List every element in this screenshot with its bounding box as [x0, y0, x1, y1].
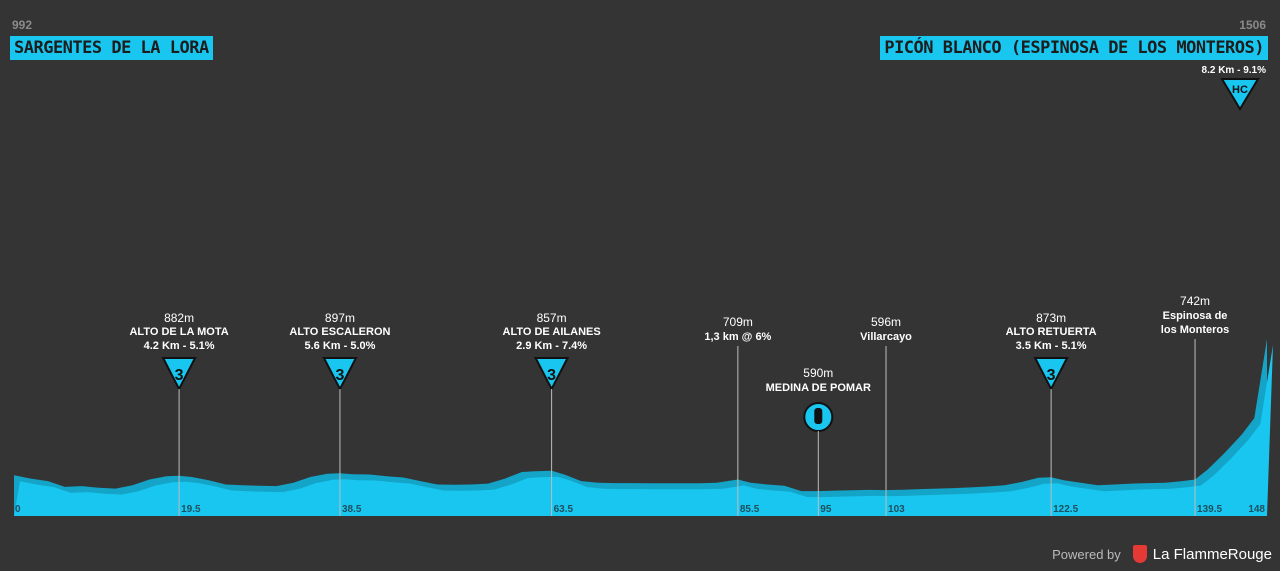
marker-elevation: 590m	[803, 366, 833, 380]
marker-name: ALTO RETUERTA	[1006, 326, 1097, 338]
powered-by-label: Powered by	[1052, 546, 1121, 562]
flamme-rouge-logo-icon	[1132, 545, 1147, 563]
marker-elevation: 882m	[164, 311, 194, 325]
category-badge	[322, 357, 358, 392]
marker-detail: 5.6 Km - 5.0%	[304, 340, 375, 352]
marker-name: 1,3 km @ 6%	[704, 331, 771, 343]
category-number: 3	[1047, 367, 1056, 384]
marker-detail: 4.2 Km - 5.1%	[144, 340, 215, 352]
marker-name: Espinosa de	[1163, 310, 1228, 322]
marker-elevation: 742m	[1180, 294, 1210, 308]
km-tick-label: 139.5	[1197, 504, 1222, 515]
footer-branding: Powered by La FlammeRouge	[1052, 545, 1272, 563]
category-number: 3	[547, 367, 556, 384]
finish-location-label: PICÓN BLANCO (ESPINOSA DE LOS MONTEROS)	[880, 36, 1268, 60]
marker-elevation: 596m	[871, 315, 901, 329]
km-tick-label: 38.5	[342, 504, 362, 515]
hc-category-text: HC	[1232, 84, 1248, 96]
km-tick-label: 95	[820, 504, 832, 515]
marker-name: ALTO DE LA MOTA	[129, 326, 228, 338]
category-badge	[533, 357, 570, 392]
marker-name: Villarcayo	[860, 331, 912, 343]
category-badge	[1033, 357, 1069, 392]
hc-category-badge: HC	[1220, 78, 1260, 111]
category-number: 3	[175, 367, 184, 384]
km-tick-label: 148	[1248, 504, 1265, 515]
category-number: 3	[335, 367, 344, 384]
km-tick-label: 63.5	[554, 504, 574, 515]
marker-elevation: 857m	[537, 311, 567, 325]
marker-name: ALTO DE AILANES	[503, 326, 601, 338]
finish-climb-detail: 8.2 Km - 9.1%	[1201, 65, 1266, 76]
km-tick-label: 103	[888, 504, 905, 515]
km-tick-label: 0	[15, 504, 21, 515]
km-tick-label: 122.5	[1053, 504, 1078, 515]
km-tick-label: 19.5	[181, 504, 201, 515]
start-location-label: SARGENTES DE LA LORA	[10, 36, 213, 60]
marker-name-line2: los Monteros	[1161, 324, 1229, 336]
marker-elevation: 897m	[325, 311, 355, 325]
finish-elevation: 1506	[1239, 18, 1266, 32]
profile-area	[14, 345, 1273, 516]
marker-name: MEDINA DE POMAR	[766, 382, 871, 394]
bottle-icon	[814, 408, 823, 424]
km-tick-label: 85.5	[740, 504, 760, 515]
brand-name: La FlammeRouge	[1152, 545, 1272, 563]
marker-name: ALTO ESCALERON	[289, 326, 390, 338]
marker-elevation: 709m	[723, 315, 753, 329]
category-badge	[161, 357, 197, 392]
marker-elevation: 873m	[1036, 311, 1066, 325]
start-elevation: 992	[12, 18, 33, 32]
marker-detail: 2.9 Km - 7.4%	[516, 340, 587, 352]
marker-detail: 3.5 Km - 5.1%	[1016, 340, 1087, 352]
